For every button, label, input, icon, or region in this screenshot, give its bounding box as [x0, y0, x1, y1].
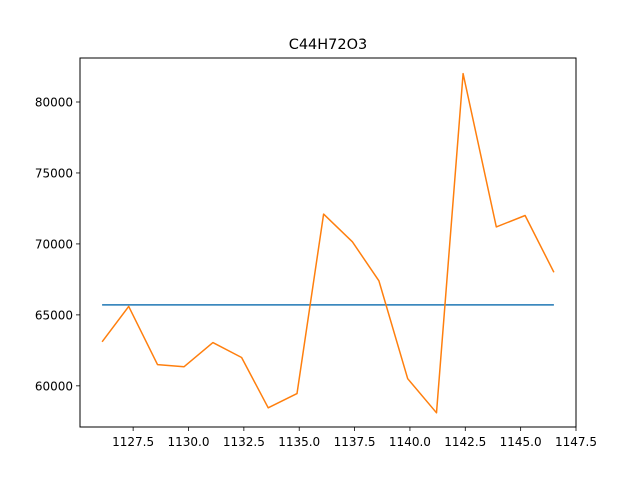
- x-tick-label: 1140.0: [389, 435, 431, 449]
- plot-frame: [79, 57, 577, 428]
- y-tick-label: 70000: [35, 237, 73, 251]
- y-tick-label: 80000: [35, 95, 73, 109]
- x-axis: 1127.5 1130.0 1132.5 1135.0 1137.5 1140.0 1142…: [112, 427, 597, 449]
- y-tick-label: 65000: [35, 308, 73, 322]
- y-axis: 60000 65000 70000 75000 80000: [35, 95, 80, 393]
- series-line-1: [101, 72, 555, 414]
- x-tick-label: 1127.5: [112, 435, 154, 449]
- x-tick-label: 1132.5: [223, 435, 265, 449]
- x-tick-label: 1135.0: [278, 435, 320, 449]
- y-tick-label: 75000: [35, 166, 73, 180]
- chart-title: C44H72O3: [289, 37, 368, 53]
- plot-area: [101, 72, 555, 414]
- x-tick-label: 1137.5: [334, 435, 376, 449]
- x-tick-label: 1142.5: [444, 435, 486, 449]
- y-tick-label: 60000: [35, 379, 73, 393]
- x-tick-label: 1145.0: [500, 435, 542, 449]
- x-tick-label: 1130.0: [168, 435, 210, 449]
- x-tick-label: 1147.5: [555, 435, 597, 449]
